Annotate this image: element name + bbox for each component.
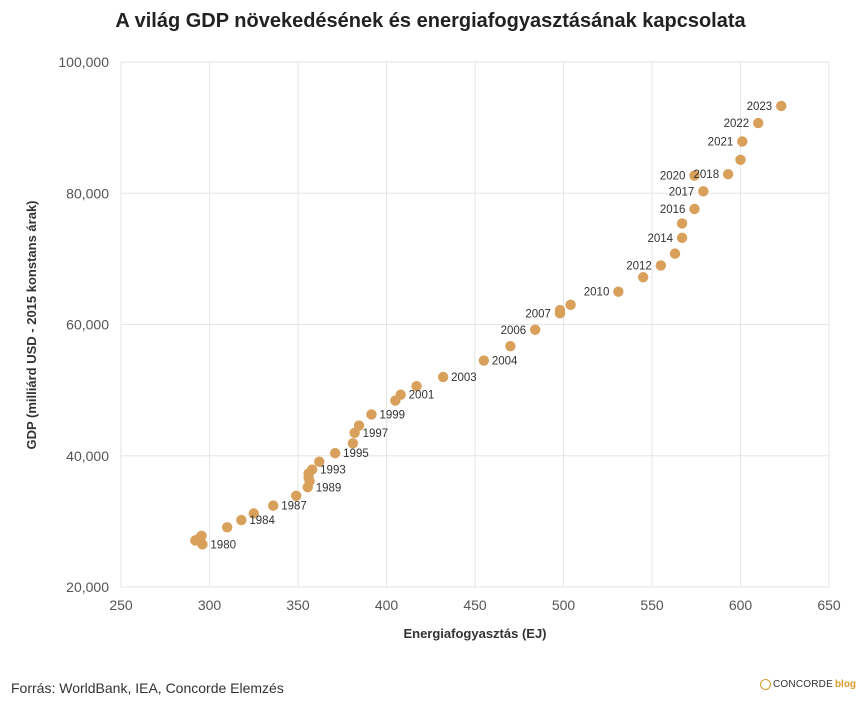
data-point	[248, 508, 259, 519]
point-label: 2003	[451, 372, 477, 384]
data-point	[698, 186, 709, 197]
data-point	[196, 530, 207, 542]
data-point	[737, 136, 748, 147]
point-label: 2001	[409, 390, 435, 402]
data-point	[222, 522, 233, 533]
x-tick-label: 650	[817, 597, 841, 613]
y-tick-label: 20,000	[66, 579, 109, 595]
chart-title: A világ GDP növekedésének és energiafogy…	[115, 10, 746, 32]
concorde-logo-icon	[760, 679, 771, 690]
logo-sub: blog	[834, 679, 857, 690]
data-point	[655, 260, 667, 271]
data-point	[291, 490, 302, 501]
data-point	[689, 170, 700, 181]
data-point	[722, 169, 734, 180]
data-point	[689, 203, 700, 215]
y-axis-title: GDP (milliárd USD - 2015 konstans árak)	[24, 200, 39, 449]
source-note: Forrás: WorldBank, IEA, Concorde Elemzés	[11, 680, 284, 696]
x-axis-ticks: 250 300 350 400 450 500 550 600 650	[109, 597, 841, 613]
x-tick-label: 500	[552, 597, 576, 613]
data-point	[676, 218, 688, 229]
data-point	[306, 464, 318, 475]
data-point	[347, 438, 359, 449]
point-label: 2016	[660, 204, 686, 216]
x-tick-label: 250	[109, 597, 133, 613]
data-point	[669, 248, 681, 259]
data-point	[329, 447, 341, 459]
data-point	[437, 371, 449, 383]
data-point	[735, 154, 746, 165]
point-labels: 1980 1984 1987 1989 1993 1995 1997 1999 2001 2003…	[210, 101, 772, 551]
point-label: 1980	[210, 539, 236, 551]
y-tick-label: 40,000	[66, 448, 109, 464]
data-point	[613, 286, 624, 297]
data-point	[505, 340, 516, 352]
data-point	[565, 299, 576, 311]
data-point	[314, 456, 325, 467]
data-point	[637, 272, 649, 283]
point-label: 2004	[492, 356, 518, 368]
point-label: 1999	[379, 409, 405, 421]
x-axis-title: Energiafogyasztás (EJ)	[403, 626, 546, 641]
point-label: 2018	[694, 169, 720, 181]
point-label: 2014	[647, 233, 673, 245]
data-point	[554, 304, 566, 316]
x-tick-label: 550	[640, 597, 664, 613]
data-point	[395, 389, 406, 400]
data-point	[776, 100, 787, 112]
point-label: 1987	[281, 501, 307, 513]
data-point	[268, 500, 279, 511]
point-label: 2007	[525, 308, 551, 320]
point-label: 2006	[501, 325, 527, 337]
x-tick-label: 600	[729, 597, 753, 613]
point-label: 2017	[669, 186, 695, 198]
point-label: 2023	[747, 101, 773, 113]
data-point	[676, 232, 688, 244]
data-point	[478, 355, 490, 366]
y-tick-label: 100,000	[58, 54, 109, 70]
x-tick-label: 400	[375, 597, 399, 613]
y-tick-label: 80,000	[66, 185, 109, 201]
data-point	[753, 117, 764, 129]
data-point	[529, 324, 541, 335]
point-label: 1984	[249, 515, 275, 527]
data-point	[353, 420, 365, 431]
data-points	[190, 100, 787, 550]
x-tick-label: 350	[286, 597, 310, 613]
data-point	[366, 409, 377, 420]
x-tick-label: 450	[463, 597, 487, 613]
point-label: 1989	[316, 482, 342, 494]
point-label: 2020	[660, 171, 686, 183]
point-label: 2012	[626, 260, 652, 272]
data-point	[411, 380, 422, 392]
logo-text: CONCORDE	[773, 679, 833, 690]
x-tick-label: 300	[198, 597, 222, 613]
point-label: 1997	[363, 428, 389, 440]
point-label: 2010	[584, 287, 610, 299]
concorde-logo: CONCORDE blog	[760, 679, 856, 690]
y-axis-ticks: 20,000 40,000 60,000 80,000 100,000	[58, 54, 109, 595]
data-point	[236, 514, 247, 526]
point-label: 1993	[320, 465, 346, 477]
point-label: 2021	[708, 136, 734, 148]
y-tick-label: 60,000	[66, 317, 109, 333]
point-label: 2022	[724, 118, 750, 130]
point-label: 1995	[343, 448, 369, 460]
